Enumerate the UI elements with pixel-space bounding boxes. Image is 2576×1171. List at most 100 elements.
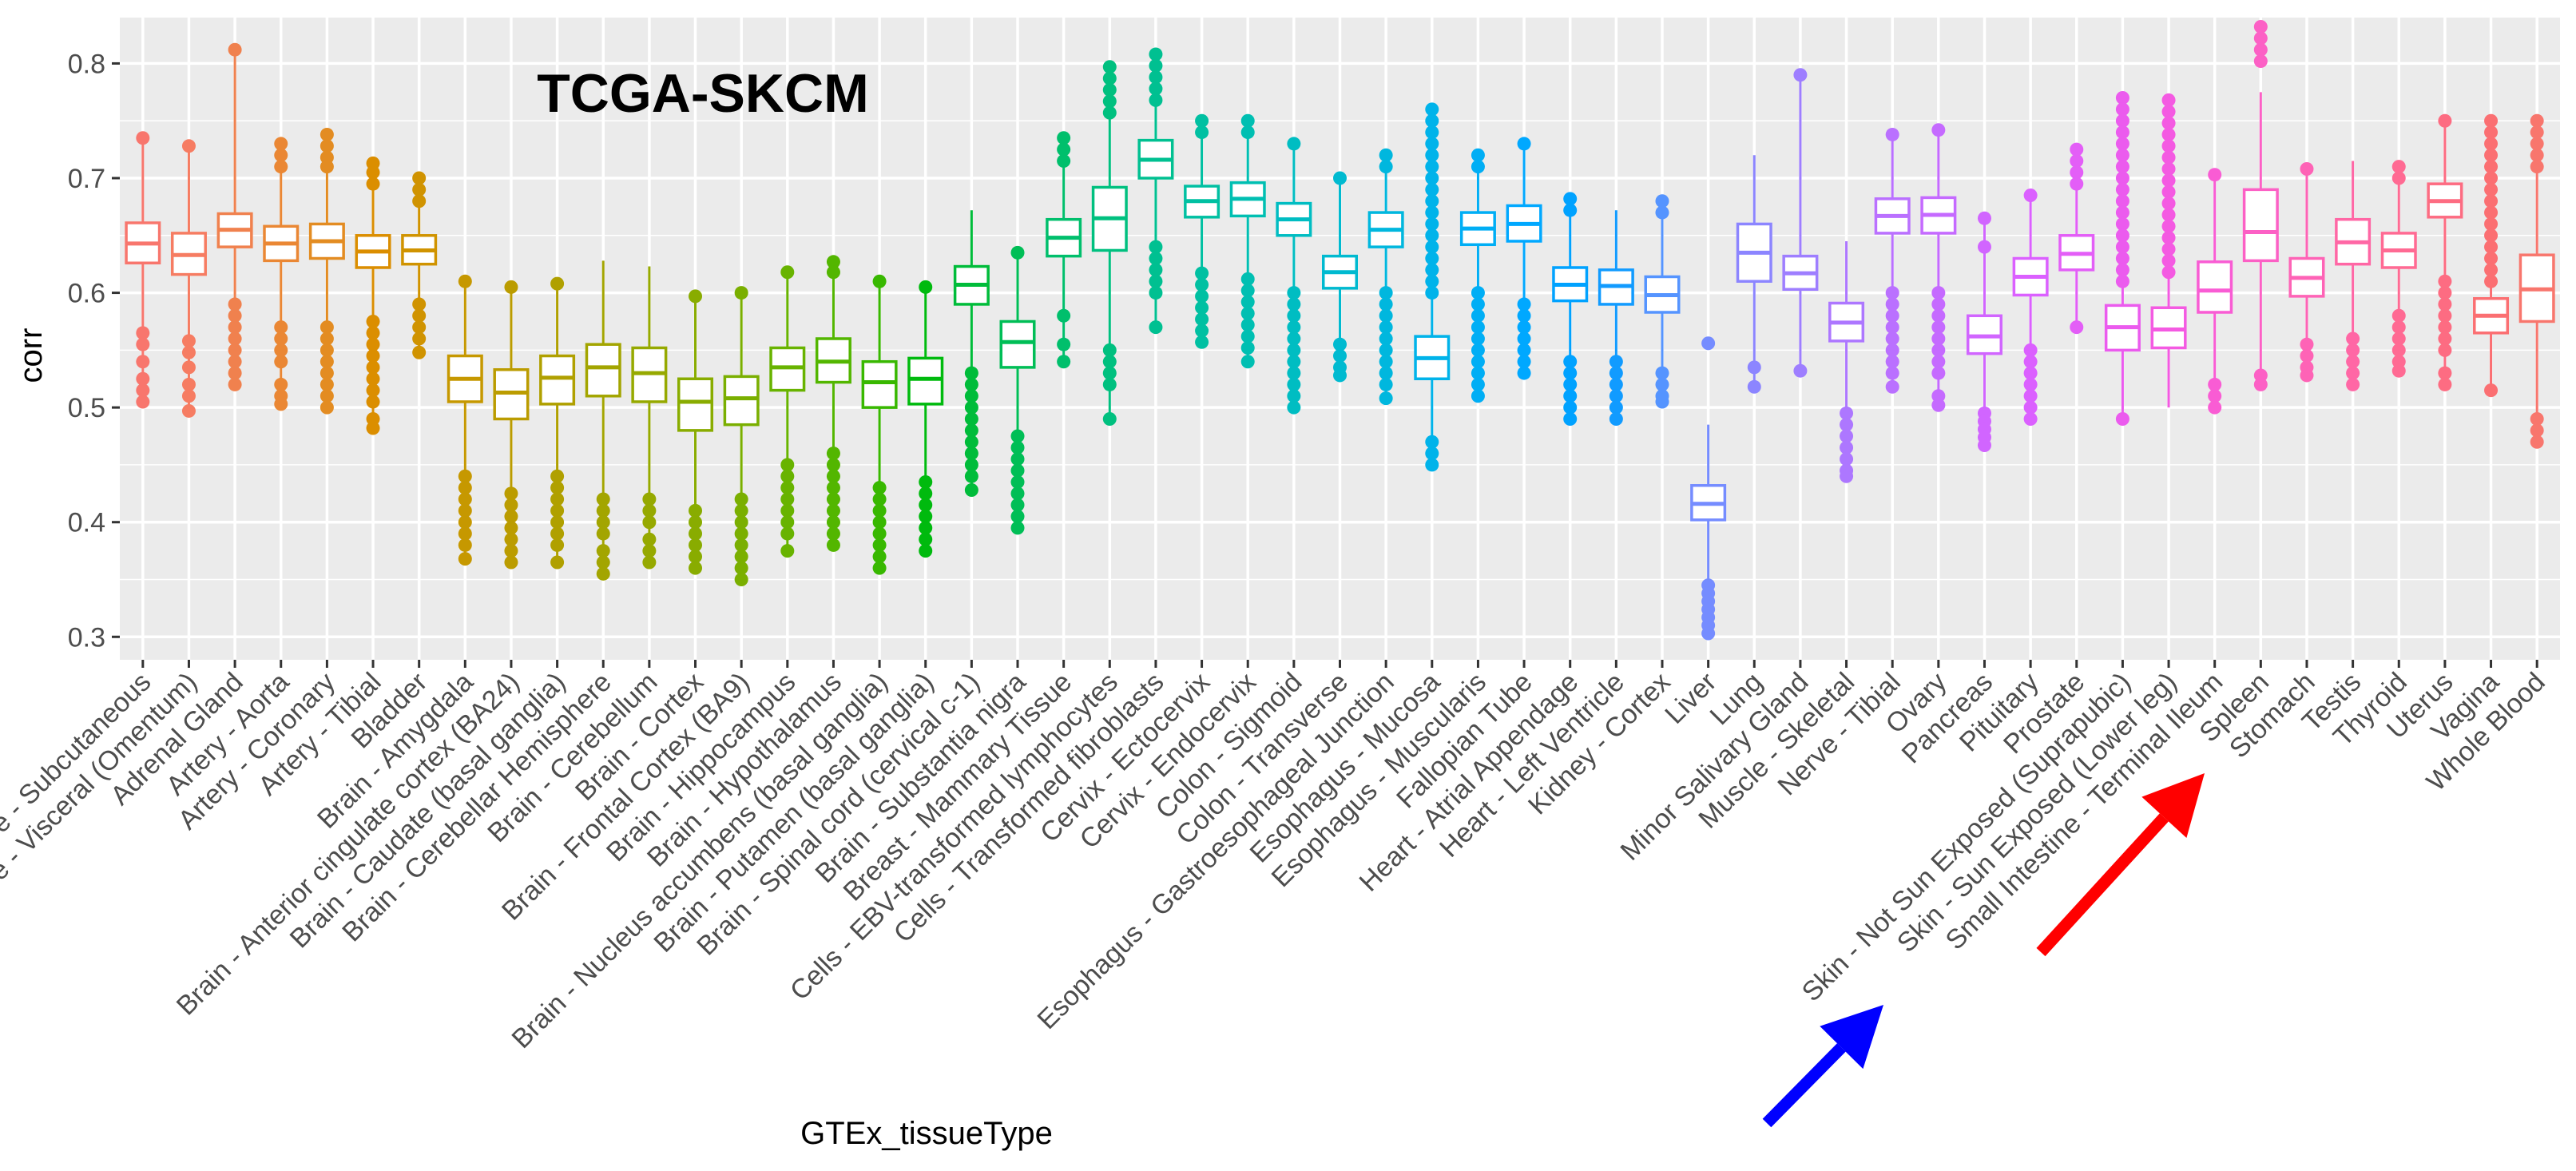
outlier-point	[1655, 366, 1669, 380]
outlier-point	[1379, 286, 1393, 300]
outlier-point	[1149, 240, 1163, 254]
outlier-point	[2530, 137, 2544, 151]
outlier-point	[2070, 142, 2084, 157]
outlier-point	[2253, 42, 2268, 57]
outlier-point	[2115, 113, 2129, 128]
outlier-point	[274, 397, 288, 411]
outlier-point	[1517, 320, 1531, 335]
outlier-point	[1195, 266, 1209, 280]
outlier-point	[1609, 366, 1623, 380]
outlier-point	[2115, 194, 2129, 208]
outlier-point	[780, 526, 795, 541]
outlier-point	[504, 510, 518, 524]
box-skin-not-sun-exposed-suprapubic-	[2104, 91, 2141, 426]
outlier-point	[1563, 400, 1578, 415]
outlier-point	[1102, 60, 1117, 74]
outlier-point	[2438, 343, 2452, 357]
outlier-point	[596, 492, 610, 506]
outlier-point	[642, 544, 657, 558]
outlier-point	[1563, 203, 1578, 217]
outlier-point	[1517, 297, 1531, 312]
box-series	[125, 19, 2555, 641]
outlier-point	[1840, 452, 1854, 466]
outlier-point	[181, 139, 196, 153]
outlier-point	[1287, 137, 1301, 151]
outlier-point	[366, 314, 380, 328]
outlier-point	[964, 447, 978, 461]
outlier-point	[1057, 142, 1071, 157]
outlier-point	[1840, 440, 1854, 455]
outlier-point	[550, 515, 565, 530]
outlier-point	[826, 515, 840, 530]
box-testis	[2335, 161, 2372, 391]
outlier-point	[1931, 297, 1946, 312]
outlier-point	[1010, 486, 1025, 501]
box-iqr	[907, 356, 944, 406]
box-adrenal-gland	[216, 42, 253, 391]
y-tick-label: 0.5	[68, 393, 105, 423]
outlier-point	[2438, 320, 2452, 335]
outlier-point	[2438, 113, 2452, 128]
outlier-point	[596, 566, 610, 581]
outlier-point	[550, 492, 565, 506]
outlier-point	[136, 131, 150, 145]
outlier-point	[2023, 343, 2038, 357]
outlier-point	[1379, 366, 1393, 380]
outlier-point	[1010, 498, 1025, 512]
box-brain-caudate-basal-ganglia-	[539, 276, 576, 570]
outlier-point	[2023, 377, 2038, 391]
outlier-point	[2438, 308, 2452, 323]
outlier-point	[366, 177, 380, 191]
outlier-point	[228, 320, 242, 335]
outlier-point	[1240, 329, 1255, 343]
outlier-point	[1931, 286, 1946, 300]
outlier-point	[596, 526, 610, 541]
outlier-point	[2484, 194, 2499, 208]
outlier-point	[1287, 286, 1301, 300]
y-tick-label: 0.3	[68, 622, 105, 653]
outlier-point	[1287, 308, 1301, 323]
outlier-point	[780, 469, 795, 483]
outlier-point	[1057, 308, 1071, 323]
box-fallopian-tube	[1506, 137, 1542, 380]
outlier-point	[1885, 297, 1899, 312]
outlier-point	[734, 526, 748, 541]
outlier-point	[412, 297, 427, 312]
outlier-point	[1333, 171, 1347, 185]
outlier-point	[1379, 377, 1393, 391]
outlier-point	[1379, 391, 1393, 406]
outlier-point	[1057, 153, 1071, 168]
outlier-point	[872, 481, 887, 495]
outlier-point	[2023, 400, 2038, 415]
outlier-point	[550, 469, 565, 483]
outlier-point	[1149, 263, 1163, 277]
box-cells-transformed-fibroblasts	[1137, 47, 1174, 335]
outlier-point	[2115, 171, 2129, 185]
outlier-point	[689, 503, 703, 518]
outlier-point	[274, 355, 288, 369]
outlier-point	[366, 383, 380, 398]
box-muscle-skeletal	[1828, 240, 1865, 483]
outlier-point	[1287, 389, 1301, 403]
outlier-point	[826, 503, 840, 518]
outlier-point	[1471, 148, 1485, 162]
outlier-point	[1240, 340, 1255, 355]
outlier-point	[1149, 81, 1163, 96]
outlier-point	[1425, 148, 1439, 162]
outlier-point	[2391, 171, 2406, 185]
outlier-point	[458, 469, 472, 483]
outlier-point	[642, 503, 657, 518]
outlier-point	[1977, 439, 1991, 453]
outlier-point	[504, 521, 518, 535]
outlier-point	[1102, 71, 1117, 85]
outlier-point	[2070, 165, 2084, 180]
box-iqr	[2242, 188, 2279, 263]
outlier-point	[1609, 400, 1623, 415]
outlier-point	[2208, 389, 2222, 403]
outlier-point	[2346, 343, 2360, 357]
outlier-point	[919, 544, 933, 558]
outlier-point	[366, 371, 380, 386]
box-colon-transverse	[1321, 171, 1359, 383]
outlier-point	[2023, 366, 2038, 380]
outlier-point	[458, 538, 472, 552]
